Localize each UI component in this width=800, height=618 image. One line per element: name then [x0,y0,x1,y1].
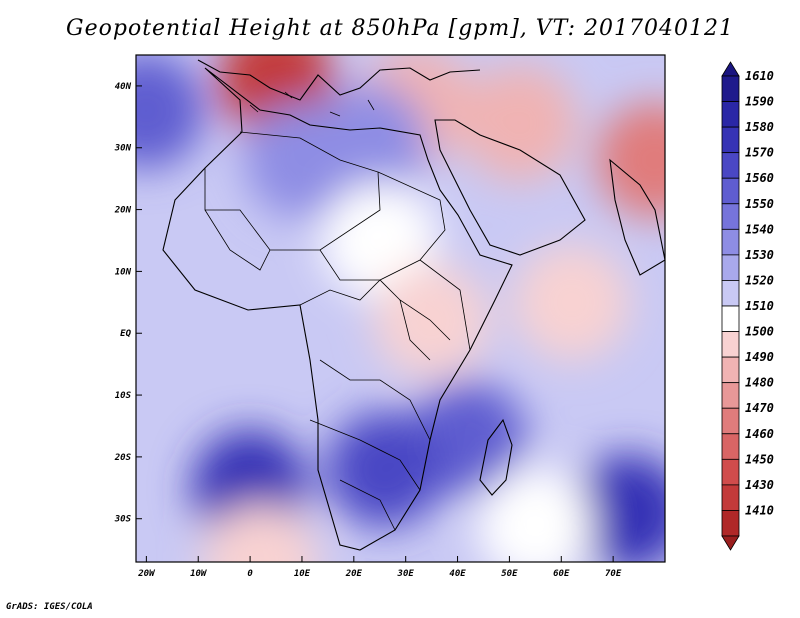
colorbar-swatch [721,484,740,511]
map-title: Geopotential Height at 850hPa [gpm], VT:… [66,16,734,41]
colorbar: 1610 1590 1580 1570 1560 1550 1540 1530 1520 1510… [721,61,774,551]
colorbar-swatch [721,228,740,256]
field-feature-atlantic-high-north [136,55,205,169]
x-tick-label: 50E [501,569,518,579]
colorbar-label: 1500 [745,325,774,339]
x-axis: 20W 10W 0 10E 20E 30E 40E 50E 60E 70E [137,556,622,579]
india-coastline [609,158,665,276]
colorbar-swatch [721,356,740,384]
colorbar-label: 1610 [745,69,774,83]
colorbar-swatch [721,510,740,537]
field-feature-south-indian-high [570,454,665,562]
field-feature-east-africa-low [373,262,490,379]
colorbar-label: 1580 [745,120,774,134]
mediterranean-islands [249,91,375,117]
arabia-coastline [434,119,586,256]
colorbar-label: 1430 [745,478,774,492]
colorbar-label: 1550 [745,197,774,211]
colorbar-label: 1570 [745,146,774,160]
grads-credit: GrADS: IGES/COLA [6,602,93,612]
colorbar-swatch [721,152,740,179]
x-tick-label: 30E [397,569,415,579]
colorbar-top-arrow [721,61,740,77]
colorbar-swatch [721,254,740,281]
x-tick-label: 40E [449,569,466,579]
field-feature-mascarene-low [477,466,594,562]
colorbar-swatch [721,75,740,102]
colorbar-label: 1410 [745,503,774,517]
colorbar-label: 1530 [745,248,774,262]
colorbar-swatch [721,331,740,358]
x-tick-label: 10W [190,569,208,579]
y-tick-label: 20N [114,206,132,216]
y-tick-label: 10S [115,391,132,401]
geopotential-field [136,55,665,562]
x-tick-label: 70E [605,569,622,579]
x-tick-label: 20E [345,569,363,579]
colorbar-label: 1460 [745,427,774,441]
colorbar-label: 1560 [745,171,774,185]
colorbar-label: 1490 [745,350,774,364]
x-tick-label: 0 [247,569,253,579]
y-tick-label: EQ [120,329,131,339]
plot-area: 20W 10W 0 10E 20E 30E 40E 50E 60E 70E 40N 30N 20N 10… [114,54,666,579]
colorbar-label: 1450 [745,452,774,466]
colorbar-swatch [721,305,740,332]
y-tick-label: 20S [114,453,132,463]
x-tick-label: 60E [553,569,570,579]
colorbar-swatch [721,433,740,460]
coastlines [162,59,665,551]
colorbar-label: 1520 [745,273,774,287]
y-tick-label: 10N [115,267,132,277]
field-feature-north-india-low [596,102,665,219]
colorbar-label: 1590 [745,95,774,109]
colorbar-swatch [721,126,740,154]
map-frame [135,54,666,563]
y-axis: 40N 30N 20N 10N EQ 10S 20S 30S [114,82,142,525]
country-borders [204,131,471,531]
colorbar-swatch [721,382,740,409]
field-feature-southern-low [202,504,319,562]
y-tick-label: 40N [115,82,132,92]
africa-coastline [162,67,513,551]
colorbar-swatch [721,458,740,486]
field-feature-iran-low [461,65,578,182]
x-tick-label: 20W [137,569,156,579]
colorbar-swatch [721,280,740,307]
colorbar-bottom-arrow [721,535,740,551]
colorbar-label: 1540 [745,222,774,236]
colorbar-swatch [721,407,740,435]
colorbar-label: 1480 [745,376,774,390]
field-feature-south-africa-high [326,411,443,528]
field-feature-arabian-sea-low [513,244,630,361]
x-tick-label: 10E [294,569,311,579]
madagascar-coastline [479,418,513,496]
y-tick-label: 30S [114,515,132,525]
field-feature-sahara-high-east [311,83,428,200]
colorbar-swatch [721,177,740,205]
europe-coastline [197,59,481,101]
colorbar-label: 1470 [745,401,774,415]
colorbar-label: 1510 [745,299,774,313]
y-tick-label: 30N [114,144,132,154]
colorbar-swatch [721,101,740,128]
colorbar-swatch [721,203,740,230]
